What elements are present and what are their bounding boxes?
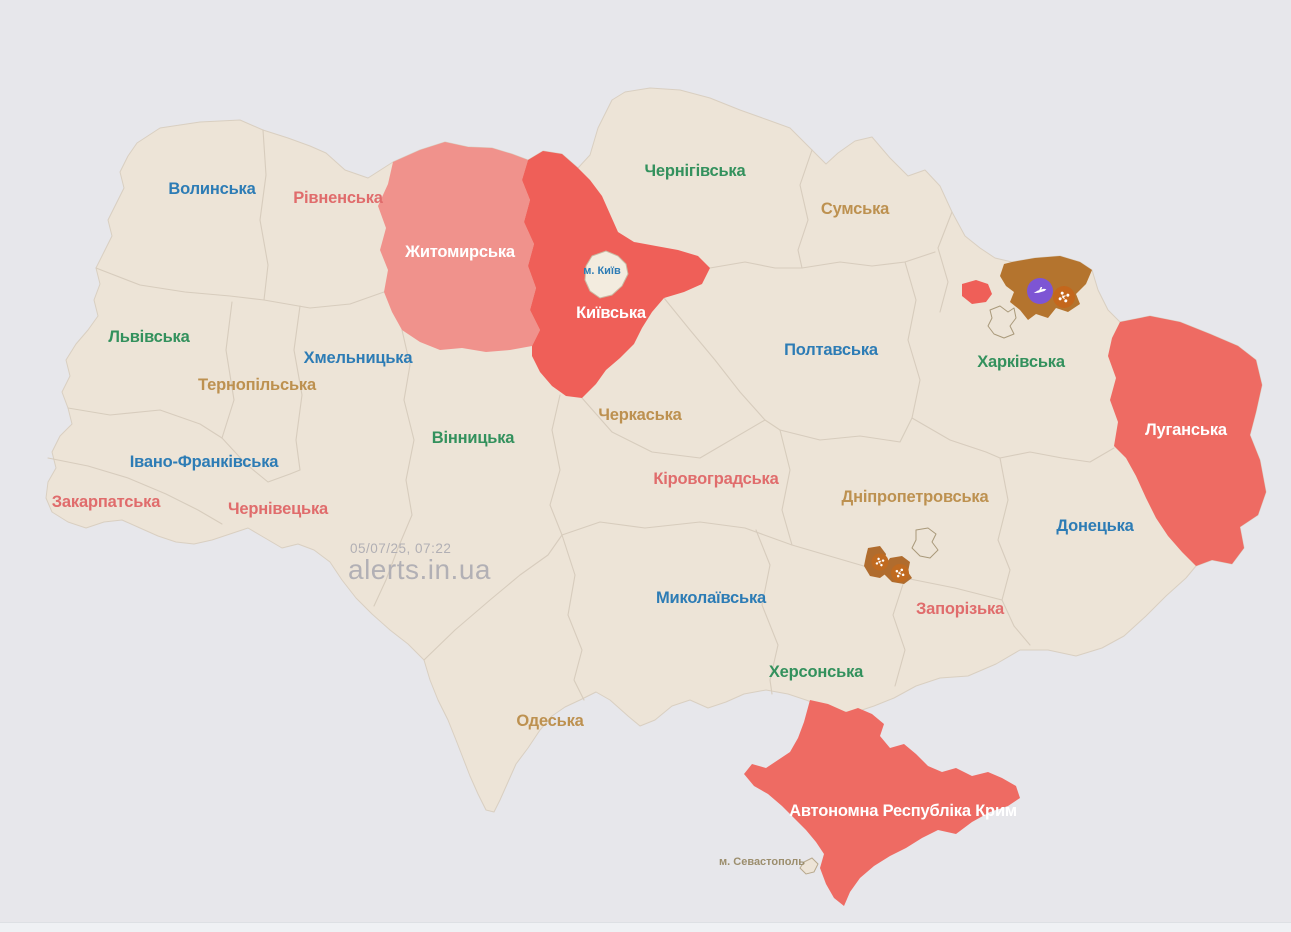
ukraine-landmass[interactable] <box>45 87 1267 813</box>
label-ternopilska: Тернопільська <box>198 376 317 394</box>
label-dnipropetrovska: Дніпропетровська <box>842 488 990 506</box>
oblast-border-line <box>549 394 563 536</box>
label-donetska: Донецька <box>1056 517 1134 535</box>
watermark-timestamp: 05/07/25, 07:22 <box>350 541 451 556</box>
oblast-border-line <box>373 329 415 607</box>
label-khmelnytska: Хмельницька <box>304 349 414 367</box>
oblast-border-line <box>997 457 1011 601</box>
oblast-border-line <box>709 251 936 269</box>
label-zaporizka: Запорізька <box>916 600 1005 618</box>
hromada-alert-zone-northeast[interactable] <box>962 280 992 304</box>
watermark: 05/07/25, 07:22 alerts.in.ua <box>348 541 491 585</box>
bottom-edge-divider <box>0 922 1291 923</box>
kyiv-city-enclave[interactable] <box>584 250 629 299</box>
label-luhanska: Луганська <box>1145 421 1228 439</box>
oblast-border-line <box>293 305 303 471</box>
label-odeska: Одеська <box>516 712 584 730</box>
oblast-border-line <box>755 529 779 695</box>
oblast-border-line <box>779 429 793 546</box>
label-zakarpatska: Закарпатська <box>52 493 161 511</box>
sevastopol-city-enclave[interactable] <box>799 857 819 875</box>
oblast-border-line <box>663 297 781 431</box>
oblast-border-line <box>47 457 223 525</box>
uav-icon <box>875 557 885 567</box>
uav-marker <box>1053 286 1075 308</box>
label-sevastopol-city: м. Севастополь <box>719 856 805 868</box>
label-crimea: Автономна Республіка Крим <box>789 802 1017 820</box>
region-luhanska[interactable] <box>1108 316 1266 566</box>
uav-marker <box>891 564 909 582</box>
kharkiv-city-outline <box>987 305 1017 339</box>
oblast-border-line <box>797 149 813 269</box>
label-vinnytska: Вінницька <box>432 429 516 447</box>
oblast-border-line <box>259 129 269 301</box>
label-chernihivska: Чернігівська <box>645 162 747 180</box>
oblast-border-line <box>221 437 301 483</box>
alert-markers <box>871 278 1075 582</box>
region-crimea[interactable] <box>744 700 1020 906</box>
oblast-border-line <box>561 534 585 701</box>
uav-icon <box>895 568 905 578</box>
uav-marker <box>871 553 889 571</box>
bottom-edge-strip <box>0 923 1291 932</box>
oblast-border-line <box>67 407 223 439</box>
label-ivano-frankivska: Івано-Франківська <box>130 453 279 471</box>
label-kharkivska: Харківська <box>977 353 1066 371</box>
oblast-border-line <box>904 261 921 419</box>
label-kyiv-city: м. Київ <box>583 265 621 277</box>
uav-marker <box>1027 278 1053 304</box>
oblast-border-line <box>95 267 385 309</box>
oblast-border-line <box>779 417 1001 459</box>
label-rivnenska: Рівненська <box>293 189 384 207</box>
label-khersonska: Херсонська <box>769 663 864 681</box>
label-poltavska: Полтавська <box>784 341 879 359</box>
label-sumska: Сумська <box>821 200 890 218</box>
oblast-border-line <box>892 577 906 687</box>
oblast-border-line <box>561 521 793 546</box>
uav-icon <box>1033 286 1047 293</box>
label-zhytomyrska: Житомирська <box>404 243 516 261</box>
oblast-border-line <box>423 534 563 661</box>
dnipro-city-outline <box>911 527 939 559</box>
region-zhytomyrska[interactable] <box>378 142 540 352</box>
label-volynska: Волинська <box>168 180 256 198</box>
oblast-border-line <box>581 397 766 459</box>
region-labels: Волинська Рівненська Житомирська Чернігі… <box>52 162 1228 868</box>
oblast-border-line <box>937 211 953 313</box>
label-mykolaivska: Миколаївська <box>656 589 767 607</box>
label-kyivska: Київська <box>576 304 647 322</box>
label-chernivetska: Чернівецька <box>228 500 329 518</box>
watermark-brand: alerts.in.ua <box>348 554 491 585</box>
oblast-border-line <box>999 447 1115 463</box>
uav-icon <box>1058 291 1070 303</box>
label-cherkaska: Черкаська <box>598 406 682 424</box>
oblast-border-line <box>1001 599 1031 646</box>
label-kirovohradska: Кіровоградська <box>653 470 779 488</box>
oblast-border-line <box>221 301 235 439</box>
label-lvivska: Львівська <box>108 328 190 346</box>
